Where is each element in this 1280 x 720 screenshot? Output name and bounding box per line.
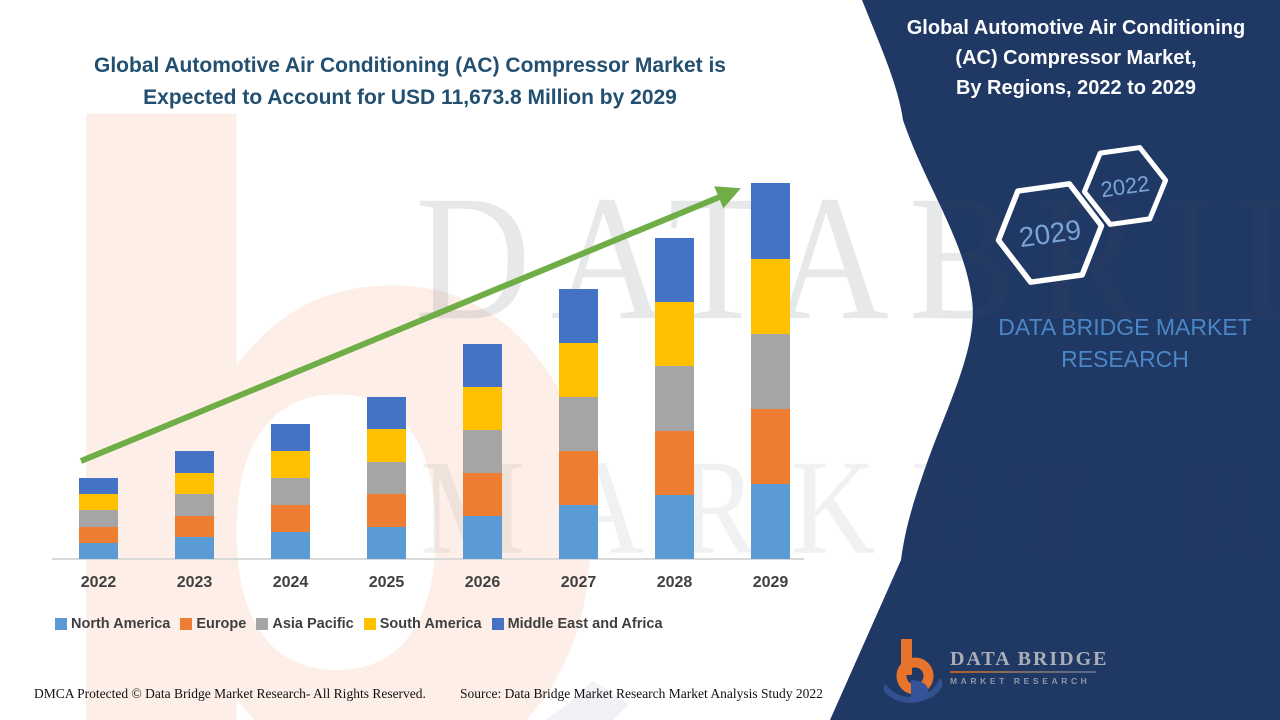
x-axis-label-2024: 2024 xyxy=(272,574,309,591)
legend-item-south-america: South America xyxy=(363,616,482,632)
brand-text-line2: RESEARCH xyxy=(1061,346,1189,372)
dbmr-logo-title: DATA BRIDGE xyxy=(950,648,1109,670)
bar-segment-2028-middle-east-and-africa xyxy=(655,237,694,303)
legend-label-north-america: North America xyxy=(71,616,171,632)
dbmr-logo-b-icon xyxy=(884,639,942,703)
bar-segment-2028-europe xyxy=(655,430,694,495)
bar-segment-2028-north-america xyxy=(655,494,694,559)
bar-segment-2025-asia-pacific xyxy=(367,461,406,495)
x-axis-label-2029: 2029 xyxy=(752,574,789,591)
x-axis-label-2022: 2022 xyxy=(80,574,117,591)
legend-item-europe: Europe xyxy=(180,616,246,632)
chart-title-line2: Expected to Account for USD 11,673.8 Mil… xyxy=(143,86,677,109)
bar-2028 xyxy=(655,237,694,559)
x-axis-label-2028: 2028 xyxy=(656,574,693,591)
bar-2023 xyxy=(175,450,214,559)
bar-segment-2025-europe xyxy=(367,494,406,527)
bar-segment-2029-south-america xyxy=(751,258,790,334)
legend-label-middle-east-and-africa: Middle East and Africa xyxy=(507,616,663,632)
legend-label-asia-pacific: Asia Pacific xyxy=(272,616,354,632)
chart-title-line1: Global Automotive Air Conditioning (AC) … xyxy=(94,54,726,77)
footer-source: Source: Data Bridge Market Research Mark… xyxy=(460,686,823,701)
bar-2029 xyxy=(751,183,790,559)
bar-segment-2024-south-america xyxy=(271,450,310,478)
bar-segment-2027-north-america xyxy=(559,505,598,559)
legend-item-middle-east-and-africa: Middle East and Africa xyxy=(491,616,663,632)
legend-swatch-middle-east-and-africa xyxy=(491,618,504,630)
bar-segment-2027-middle-east-and-africa xyxy=(559,289,598,344)
side-panel-title: Global Automotive Air Conditioning (AC) … xyxy=(880,13,1272,103)
dbmr-logo-text: DATA BRIDGE MARKET RESEARCH xyxy=(950,638,1109,686)
bar-segment-2027-europe xyxy=(559,451,598,506)
side-panel-title-line1: Global Automotive Air Conditioning xyxy=(906,17,1246,39)
bar-segment-2025-middle-east-and-africa xyxy=(367,396,406,430)
legend-label-europe: Europe xyxy=(196,616,247,632)
legend-item-north-america: North America xyxy=(55,616,170,632)
bar-2024 xyxy=(271,423,310,559)
legend-swatch-europe xyxy=(180,618,193,630)
bar-segment-2029-middle-east-and-africa xyxy=(751,183,790,259)
bar-segment-2029-asia-pacific xyxy=(751,333,790,409)
bar-2025 xyxy=(367,396,406,559)
legend-label-south-america: South America xyxy=(379,616,482,632)
bar-segment-2025-north-america xyxy=(367,526,406,559)
legend-swatch-south-america xyxy=(363,618,376,630)
bar-segment-2026-middle-east-and-africa xyxy=(463,344,502,387)
side-panel-title-line2: (AC) Compressor Market, xyxy=(955,47,1197,69)
bar-2027 xyxy=(559,289,598,559)
bar-segment-2024-europe xyxy=(271,504,310,532)
bar-segment-2029-north-america xyxy=(751,483,790,559)
bar-segment-2028-south-america xyxy=(655,302,694,367)
bar-segment-2023-north-america xyxy=(175,537,214,559)
watermark-logo-b: b xyxy=(14,40,630,720)
bar-segment-2022-europe xyxy=(79,526,118,543)
footer-copyright: DMCA Protected © Data Bridge Market Rese… xyxy=(34,686,426,701)
bar-segment-2023-europe xyxy=(175,515,214,538)
brand-text: DATA BRIDGE MARKET RESEARCH xyxy=(955,311,1280,375)
bar-segment-2023-south-america xyxy=(175,472,214,495)
bar-segment-2026-south-america xyxy=(463,386,502,430)
x-axis-label-2027: 2027 xyxy=(560,574,597,591)
bar-segment-2022-asia-pacific xyxy=(79,510,118,527)
chart-title: Global Automotive Air Conditioning (AC) … xyxy=(40,50,780,114)
bar-segment-2028-asia-pacific xyxy=(655,366,694,431)
bar-segment-2029-europe xyxy=(751,408,790,484)
bar-segment-2026-europe xyxy=(463,472,502,516)
x-axis-label-2026: 2026 xyxy=(464,574,501,591)
bar-segment-2022-middle-east-and-africa xyxy=(79,478,118,495)
x-axis-label-2023: 2023 xyxy=(176,574,213,591)
bar-segment-2027-asia-pacific xyxy=(559,397,598,452)
legend-swatch-asia-pacific xyxy=(256,618,269,630)
bar-segment-2023-asia-pacific xyxy=(175,494,214,516)
legend-item-asia-pacific: Asia Pacific xyxy=(256,616,354,632)
brand-text-line1: DATA BRIDGE MARKET xyxy=(998,314,1252,340)
bar-segment-2026-asia-pacific xyxy=(463,429,502,473)
dbmr-logo-underline xyxy=(950,671,1096,673)
bar-segment-2024-north-america xyxy=(271,531,310,559)
dbmr-logo-subtitle: MARKET RESEARCH xyxy=(950,676,1091,686)
bar-segment-2024-asia-pacific xyxy=(271,477,310,505)
bar-2022 xyxy=(79,478,118,559)
legend: North America Europe Asia Pacific South Ame… xyxy=(55,616,663,632)
bar-segment-2024-middle-east-and-africa xyxy=(271,423,310,451)
dbmr-logo: DATA BRIDGE MARKET RESEARCH xyxy=(884,638,1109,704)
side-panel-title-line3: By Regions, 2022 to 2029 xyxy=(955,77,1197,99)
x-axis-line xyxy=(52,558,804,560)
bar-segment-2022-north-america xyxy=(79,542,118,559)
bar-2026 xyxy=(463,344,502,559)
bar-segment-2025-south-america xyxy=(367,429,406,462)
bar-segment-2026-north-america xyxy=(463,515,502,559)
bar-segment-2023-middle-east-and-africa xyxy=(175,450,214,473)
bar-segment-2022-south-america xyxy=(79,494,118,511)
legend-swatch-north-america xyxy=(55,618,67,630)
bar-segment-2027-south-america xyxy=(559,343,598,398)
x-axis-label-2025: 2025 xyxy=(368,574,405,591)
